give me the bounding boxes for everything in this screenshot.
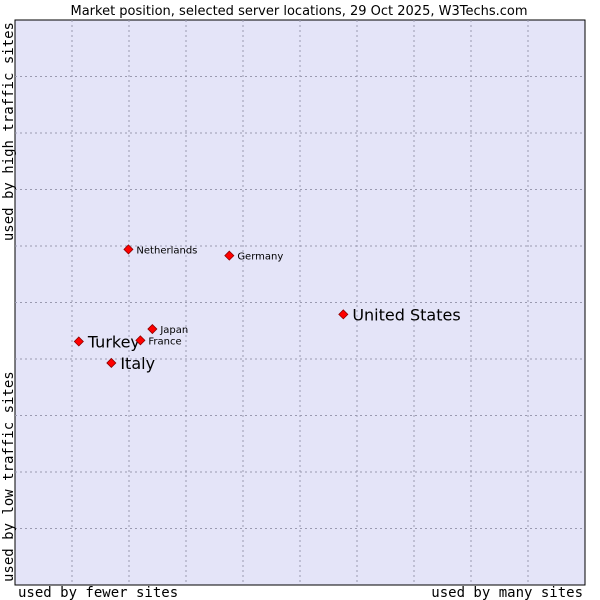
point-marker-netherlands bbox=[123, 244, 134, 255]
point-marker-united-states bbox=[338, 309, 349, 320]
point-label-italy: Italy bbox=[120, 354, 155, 373]
grid bbox=[15, 20, 585, 585]
point-marker-italy bbox=[106, 357, 117, 369]
point-label-netherlands: Netherlands bbox=[136, 245, 197, 256]
data-points: United States Turkey Italy Netherlands Germa… bbox=[73, 244, 461, 373]
y-axis-label-bottom: used by low traffic sites bbox=[1, 371, 17, 582]
point-label-turkey: Turkey bbox=[87, 332, 140, 351]
y-axis-label-top: used by high traffic sites bbox=[1, 22, 17, 241]
point-marker-turkey bbox=[73, 336, 84, 347]
point-marker-france bbox=[135, 335, 146, 346]
x-axis-label-left: used by fewer sites bbox=[18, 585, 178, 600]
x-axis-label-right: used by many sites bbox=[431, 585, 583, 600]
point-label-france: France bbox=[148, 336, 181, 347]
chart-title: Market position, selected server locatio… bbox=[70, 4, 527, 19]
point-marker-japan bbox=[147, 323, 158, 335]
point-label-united-states: United States bbox=[352, 305, 460, 324]
point-marker-germany bbox=[224, 250, 235, 261]
point-label-germany: Germany bbox=[237, 252, 283, 263]
point-label-japan: Japan bbox=[159, 325, 188, 336]
